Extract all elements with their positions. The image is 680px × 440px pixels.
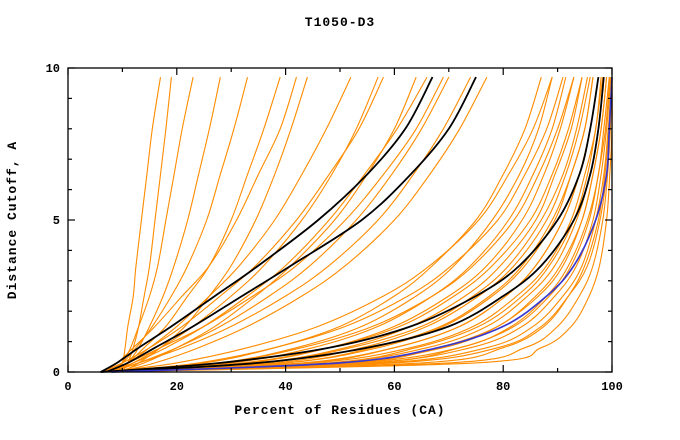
x-tick-label: 80 [496,380,510,394]
model-curve [100,76,384,373]
model-curve [116,77,162,373]
x-tick-label: 40 [278,380,292,394]
model-curve [116,77,611,373]
model-curve [122,76,308,373]
x-tick-label: 60 [387,380,401,394]
model-curve [106,76,591,373]
reference-curve [100,76,434,373]
model-curve [105,76,352,373]
y-tick-label: 0 [53,366,60,380]
model-curve [111,76,450,373]
model-curve [111,76,575,373]
chart-title: T1050-D3 [305,15,375,30]
reference-curve [100,76,600,373]
y-axis-label: Distance Cutoff, A [5,141,20,299]
y-tick-label: 5 [53,214,60,228]
model-curve [116,76,488,373]
x-tick-label: 100 [601,380,623,394]
model-curve [106,76,583,373]
reference-curve [100,77,605,373]
model-curve [100,77,594,373]
x-axis-label: Percent of Residues (CA) [234,403,445,418]
x-tick-label: 20 [170,380,184,394]
x-tick-label: 0 [64,380,71,394]
model-curve [100,77,613,373]
model-curve [100,76,542,373]
model-curve [116,76,221,373]
reference-curve [105,76,477,373]
model-curve [100,76,298,373]
model-curve [105,76,472,373]
model-curve [111,76,564,373]
best-model-curve [111,77,613,373]
model-curve [105,76,249,373]
model-curve [100,77,613,373]
model-curve [100,76,444,373]
y-tick-label: 10 [46,62,60,76]
model-curve [106,76,553,373]
model-curve [121,77,172,373]
model-curve [111,76,281,373]
plot-layer: 0 20 40 60 80 100 0 5 10 [46,62,623,394]
